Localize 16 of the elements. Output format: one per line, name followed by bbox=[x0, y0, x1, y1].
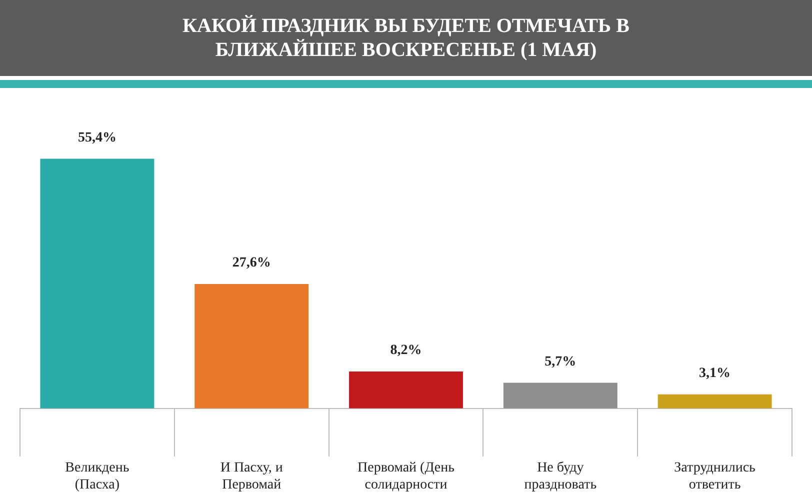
bar bbox=[194, 284, 309, 408]
x-tick-label: Великдень (Пасха) bbox=[65, 460, 130, 492]
x-tick-label: Первомай (День солидарности bbox=[357, 460, 455, 492]
bar bbox=[349, 371, 463, 408]
x-tick-label: И Пасху, и Первомай bbox=[220, 460, 284, 492]
data-label: 8,2% bbox=[390, 343, 422, 358]
x-tick-label: Затруднились ответить bbox=[674, 460, 756, 492]
data-label: 55,4% bbox=[78, 130, 116, 146]
data-label: 3,1% bbox=[699, 366, 731, 382]
data-label: 27,6% bbox=[232, 256, 271, 271]
bar bbox=[503, 382, 618, 408]
bar bbox=[658, 394, 772, 408]
bar bbox=[40, 158, 154, 408]
chart-title: КАКОЙ ПРАЗДНИК ВЫ БУДЕТЕ ОТМЕЧАТЬ В БЛИЖАЙШЕЕ ВОСКРЕСЕНЬЕ (1 МАЯ) bbox=[182, 14, 630, 62]
data-label: 5,7% bbox=[544, 354, 576, 370]
x-tick-label: Не буду праздновать bbox=[524, 460, 597, 492]
